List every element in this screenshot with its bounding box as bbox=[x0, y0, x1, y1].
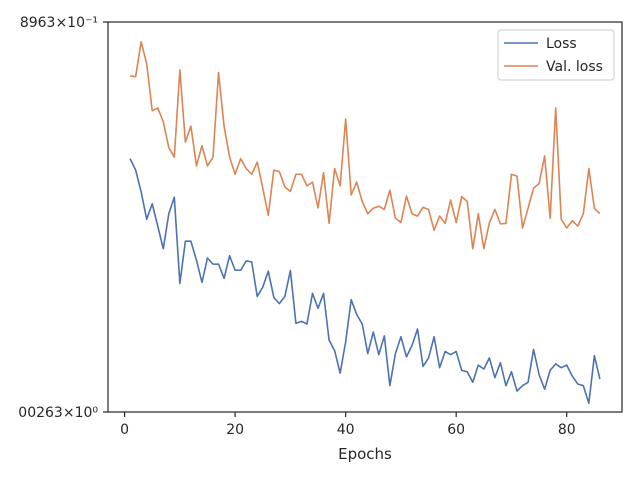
legend-label-loss: Loss bbox=[546, 36, 577, 52]
axes: 0 20 40 60 80 8963×10⁻¹ 00263×10⁰ Epochs bbox=[18, 15, 623, 463]
y-ticks: 8963×10⁻¹ 00263×10⁰ bbox=[18, 15, 108, 421]
series-line-val-loss bbox=[130, 40, 601, 250]
x-axis-label: Epochs bbox=[338, 445, 392, 463]
series-line-loss bbox=[129, 158, 601, 405]
x-tick-label: 80 bbox=[558, 422, 576, 438]
x-ticks: 0 20 40 60 80 bbox=[120, 412, 576, 438]
legend-label-val-loss: Val. loss bbox=[546, 59, 603, 75]
x-tick-label: 60 bbox=[447, 422, 465, 438]
y-tick-label: 8963×10⁻¹ bbox=[20, 15, 98, 31]
legend: Loss Val. loss bbox=[497, 29, 615, 81]
x-tick-label: 40 bbox=[337, 422, 355, 438]
x-tick-label: 20 bbox=[226, 422, 244, 438]
x-tick-label: 0 bbox=[120, 422, 129, 438]
y-tick-label: 00263×10⁰ bbox=[18, 405, 98, 421]
plot-lines bbox=[129, 40, 601, 405]
plot-frame bbox=[107, 21, 623, 413]
